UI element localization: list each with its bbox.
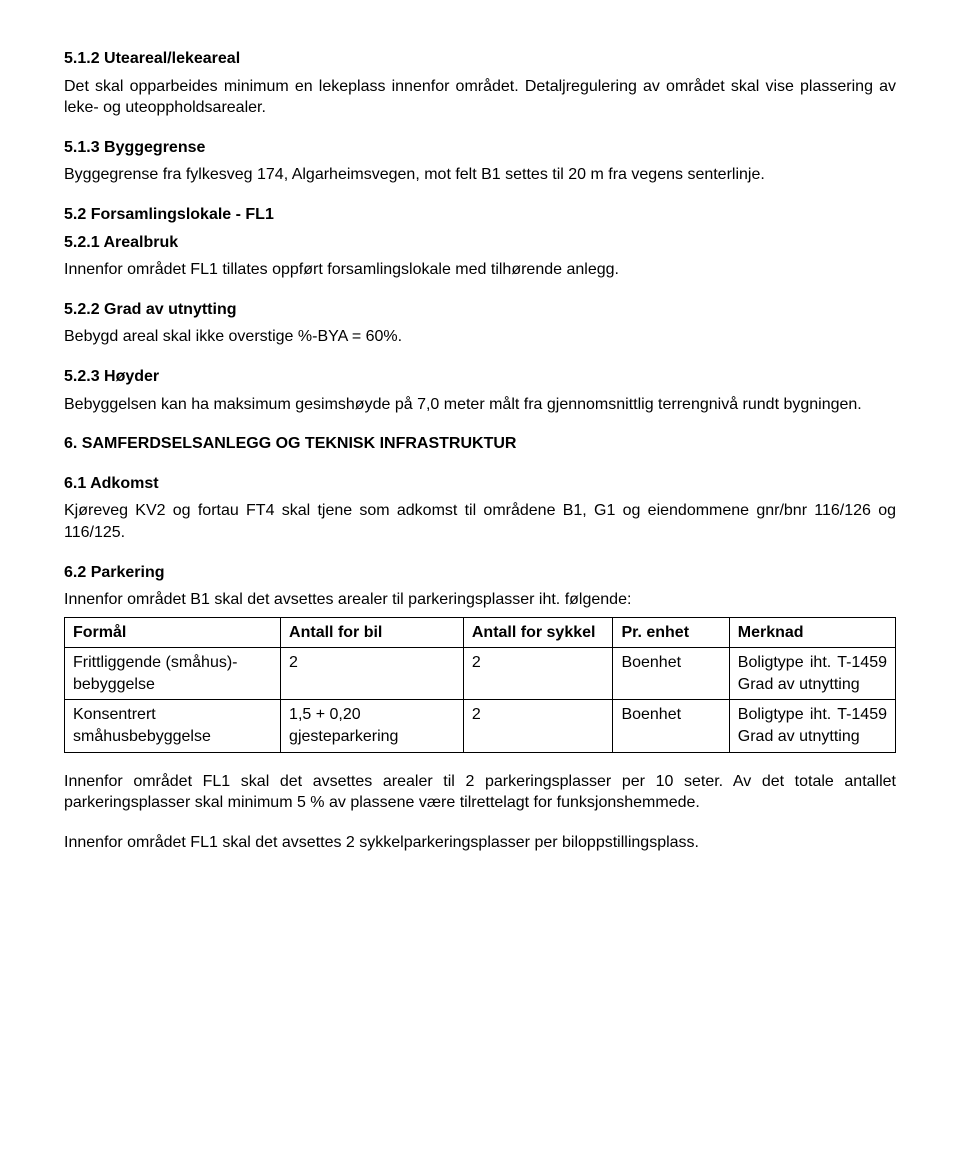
table-cell: 2 [463, 648, 613, 700]
paragraph: Kjøreveg KV2 og fortau FT4 skal tjene so… [64, 500, 896, 543]
table-cell: Boligtype iht. T-1459 Grad av utnytting [729, 648, 895, 700]
table-cell: 2 [281, 648, 464, 700]
table-cell: 2 [463, 700, 613, 752]
heading-521: 5.2.1 Arealbruk [64, 232, 896, 254]
heading-6: 6. SAMFERDSELSANLEGG OG TEKNISK INFRASTR… [64, 433, 896, 455]
table-row: Frittliggende (småhus)-bebyggelse 2 2 Bo… [65, 648, 896, 700]
table-header: Antall for bil [281, 617, 464, 648]
table-cell: Frittliggende (småhus)-bebyggelse [65, 648, 281, 700]
paragraph: Bebyggelsen kan ha maksimum gesimshøyde … [64, 394, 896, 416]
heading-512: 5.1.2 Uteareal/lekeareal [64, 48, 896, 70]
table-cell: 1,5 + 0,20 gjesteparkering [281, 700, 464, 752]
table-header: Antall for sykkel [463, 617, 613, 648]
paragraph: Innenfor området FL1 skal det avsettes a… [64, 771, 896, 814]
heading-522: 5.2.2 Grad av utnytting [64, 299, 896, 321]
heading-513: 5.1.3 Byggegrense [64, 137, 896, 159]
table-cell: Boenhet [613, 700, 729, 752]
table-cell: Boligtype iht. T-1459 Grad av utnytting [729, 700, 895, 752]
table-header-row: Formål Antall for bil Antall for sykkel … [65, 617, 896, 648]
table-header: Pr. enhet [613, 617, 729, 648]
paragraph: Det skal opparbeides minimum en lekeplas… [64, 76, 896, 119]
paragraph: Innenfor området FL1 tillates oppført fo… [64, 259, 896, 281]
heading-62: 6.2 Parkering [64, 562, 896, 584]
paragraph: Byggegrense fra fylkesveg 174, Algarheim… [64, 164, 896, 186]
table-row: Konsentrert småhusbebyggelse 1,5 + 0,20 … [65, 700, 896, 752]
parking-table: Formål Antall for bil Antall for sykkel … [64, 617, 896, 753]
heading-61: 6.1 Adkomst [64, 473, 896, 495]
paragraph: Innenfor området FL1 skal det avsettes 2… [64, 832, 896, 854]
table-cell: Konsentrert småhusbebyggelse [65, 700, 281, 752]
heading-523: 5.2.3 Høyder [64, 366, 896, 388]
paragraph: Bebygd areal skal ikke overstige %-BYA =… [64, 326, 896, 348]
table-header: Formål [65, 617, 281, 648]
heading-52: 5.2 Forsamlingslokale - FL1 [64, 204, 896, 226]
paragraph: Innenfor området B1 skal det avsettes ar… [64, 589, 896, 611]
table-header: Merknad [729, 617, 895, 648]
table-cell: Boenhet [613, 648, 729, 700]
